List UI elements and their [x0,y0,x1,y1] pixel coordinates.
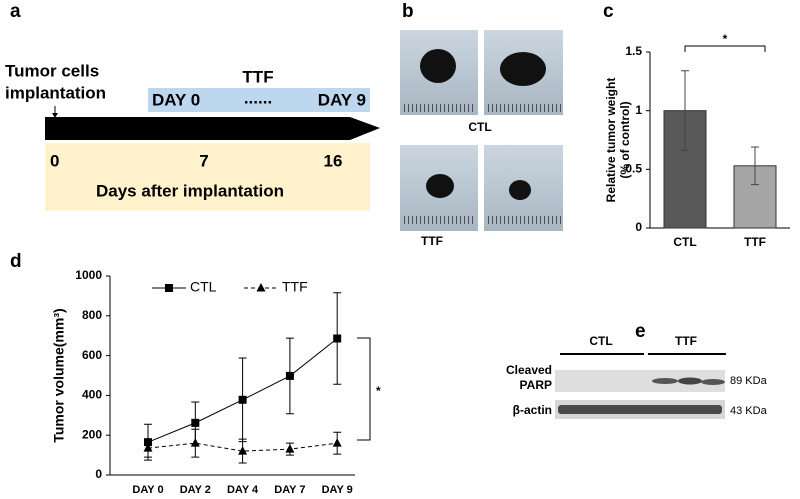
bar [733,165,777,229]
y-tick-label: 0.5 [625,162,642,176]
x-tick-label: TTF [744,235,766,249]
treatment-dots: ...... [244,88,272,107]
days-box [45,143,370,211]
y-tick-label: 1 [635,103,642,117]
x-tick-label: DAY 2 [180,484,211,496]
x-tick-label: DAY 4 [227,484,259,496]
blot [555,400,725,419]
annotation: * [723,32,728,46]
panel-letter: e [635,321,646,342]
legend-label: TTF [282,279,308,295]
photo [484,145,563,231]
marker [332,438,342,447]
day-label: 7 [199,151,208,170]
marker [238,395,247,404]
marker [238,446,248,455]
bar [663,110,707,229]
day-label: 0 [50,151,59,170]
x-tick-label: CTL [673,235,696,249]
marker [333,334,342,343]
event-arrow-head [52,113,58,118]
series-line [147,442,338,452]
y-axis-label: Relative tumor weight [604,78,618,203]
error-bar [751,146,759,186]
group-label: CTL [589,334,612,348]
treatment-box [148,88,370,112]
band-size: 43 KDa [730,405,768,417]
panel-letter: c [603,1,614,22]
y-tick-label: 200 [82,427,102,441]
annotation: * [376,384,381,398]
treatment-end: DAY 9 [318,90,366,109]
event-label: implantation [5,83,106,102]
significance-bracket [684,45,766,52]
event-label: Tumor cells [5,61,99,80]
marker [191,418,200,427]
timeline-arrow [45,117,380,140]
group-label: TTF [421,234,443,248]
x-tick-label: DAY 9 [322,484,353,496]
photo [400,30,478,115]
marker [190,438,200,447]
band-label: β-actin [513,403,552,417]
treatment-start: DAY 0 [152,90,200,109]
y-axis-label: (% of control) [618,101,632,178]
panel-letter: b [402,1,414,22]
y-axis-label: Tumor volume(mm³) [51,308,67,442]
band-size: 89 KDa [730,375,768,387]
days-axis-label: Days after implantation [96,181,284,200]
y-tick-label: 800 [82,308,102,322]
group-label: CTL [468,120,491,134]
x-tick-label: DAY 0 [132,484,163,496]
y-tick-label: 0 [635,220,642,234]
photo [400,145,478,231]
marker [256,283,266,292]
blot [555,370,725,392]
day-label: 16 [324,151,343,170]
significance-bracket [357,337,371,441]
group-label: TTF [675,334,697,348]
legend-label: CTL [190,279,217,295]
x-tick-label: DAY 7 [274,484,305,496]
y-tick-label: 1000 [75,268,102,282]
error-bar [681,70,689,152]
photo [484,30,563,115]
marker [143,443,153,452]
marker [285,444,295,453]
marker [165,284,173,292]
treatment-label: TTF [242,67,273,86]
panel-letter: a [10,1,21,22]
panel-letter: d [10,251,22,272]
y-tick-label: 400 [82,388,102,402]
y-tick-label: 1.5 [625,44,642,58]
y-tick-label: 0 [95,467,102,481]
marker [285,371,294,380]
band-label: PARP [520,378,552,392]
band-label: Cleaved [506,363,552,377]
y-tick-label: 600 [82,348,102,362]
